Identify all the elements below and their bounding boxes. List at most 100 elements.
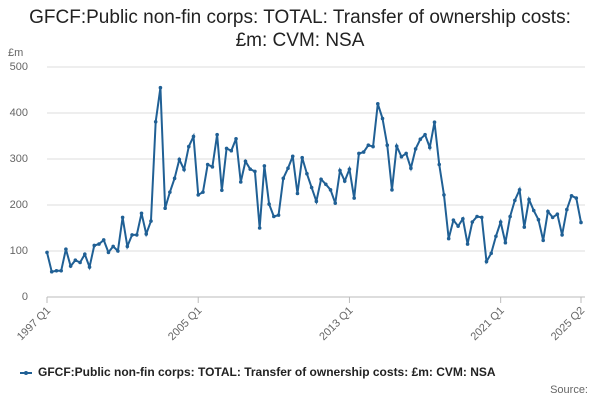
point [541,238,545,243]
point [479,215,484,220]
x-tick-label: 2021 Q1 [469,305,507,343]
point [352,196,356,200]
point [290,154,295,159]
point [101,238,106,242]
point [267,202,271,206]
point [394,144,399,148]
point [257,226,262,230]
point [371,144,375,149]
point [465,242,470,246]
point [437,162,442,167]
x-tick-label: 2013 Q1 [317,305,355,343]
legend-marker [24,371,28,375]
legend-label: GFCF:Public non-fin corps: TOTAL: Transf… [38,365,496,379]
point [347,167,352,171]
point [423,132,427,137]
point [484,259,489,264]
point [522,225,527,229]
point [560,233,564,237]
point [215,132,219,137]
point [229,148,234,153]
point [144,232,149,236]
point [451,218,456,222]
series-line [46,87,582,273]
point [295,191,300,196]
point [565,207,569,212]
point [158,85,163,90]
point [309,185,314,190]
point [579,220,583,225]
point [130,233,134,237]
point [168,190,172,194]
y-tick-label: 200 [10,199,28,211]
point [300,155,304,160]
point [92,243,97,248]
point [413,147,418,151]
point [385,143,390,147]
point [97,242,101,246]
point [461,217,465,221]
point [177,157,182,162]
point [272,214,276,219]
point [68,264,73,268]
point [224,146,229,151]
point [517,188,522,192]
y-tick-label: 100 [10,245,28,257]
point [404,151,408,156]
source: Source: [550,384,588,396]
point [328,188,333,192]
point [253,169,257,174]
point [550,215,555,220]
point [201,190,205,194]
point [248,167,253,171]
point [489,251,494,256]
point [409,166,413,170]
point [205,162,210,167]
point [305,171,309,176]
point [182,167,186,172]
point [45,250,49,255]
point [281,176,286,181]
point [338,168,342,173]
point [120,215,125,220]
point [276,213,281,217]
y-tick-label: 400 [10,107,28,119]
point [139,211,144,216]
point [446,236,451,241]
point [456,224,460,228]
point [399,154,404,159]
point [555,212,560,216]
point [286,166,290,170]
point [536,217,541,222]
point [78,260,82,265]
point [186,144,191,149]
point [83,252,87,257]
point [319,177,323,182]
point [49,269,54,274]
point [357,151,361,156]
point [149,219,153,223]
x-tick-label: 2025 Q2 [549,305,587,343]
point [238,180,243,184]
y-tick-label: 0 [22,291,28,303]
point [172,176,177,181]
legend: GFCF:Public non-fin corps: TOTAL: Transf… [20,365,496,379]
point [342,179,347,183]
point [531,208,536,213]
point [106,250,111,255]
point [574,196,579,200]
point [475,214,479,219]
y-tick-label: 500 [10,61,28,73]
point [375,102,380,106]
chart-title: GFCF:Public non-fin corps: TOTAL: Transf… [29,7,571,51]
point [546,209,550,214]
point [498,220,503,224]
point [314,199,319,204]
point [153,119,158,124]
point [262,164,267,168]
point [380,116,385,121]
point [361,150,366,154]
y-unit: £m [8,47,23,59]
point [508,214,512,219]
